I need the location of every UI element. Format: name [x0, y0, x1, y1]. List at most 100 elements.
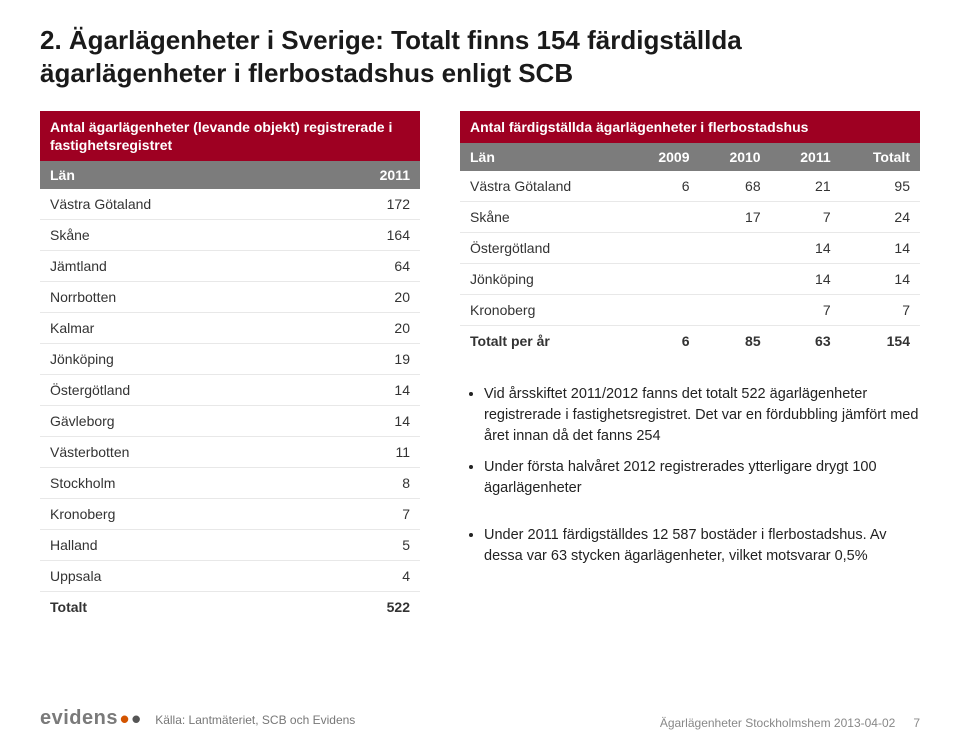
left-column: Antal ägarlägenheter (levande objekt) re…: [40, 111, 420, 622]
table-row: Kronoberg7: [40, 499, 420, 530]
cell-value: [628, 295, 699, 326]
bullets-group-1: Vid årsskiftet 2011/2012 fanns det total…: [460, 384, 920, 499]
logo-text: evidens: [40, 707, 118, 730]
cell-label: Uppsala: [40, 561, 308, 592]
cell-value: 5: [308, 530, 420, 561]
right-th-2: 2010: [700, 143, 771, 171]
cell-value: 14: [841, 264, 920, 295]
cell-value: 6: [628, 326, 699, 357]
table-row: Jämtland64: [40, 251, 420, 282]
left-table-caption: Antal ägarlägenheter (levande objekt) re…: [40, 111, 420, 161]
cell-value: 21: [771, 171, 841, 202]
cell-label: Östergötland: [460, 233, 628, 264]
content-columns: Antal ägarlägenheter (levande objekt) re…: [40, 111, 920, 622]
cell-value: 95: [841, 171, 920, 202]
cell-value: [628, 233, 699, 264]
bullet-item: Under 2011 färdigställdes 12 587 bostäde…: [484, 525, 920, 567]
table-row: Jönköping19: [40, 344, 420, 375]
cell-value: [700, 295, 771, 326]
cell-value: 11: [308, 437, 420, 468]
bullet-item: Under första halvåret 2012 registrerades…: [484, 457, 920, 499]
cell-label: Skåne: [460, 202, 628, 233]
left-table: Län 2011 Västra Götaland172Skåne164Jämtl…: [40, 161, 420, 622]
cell-label: Kalmar: [40, 313, 308, 344]
cell-value: 154: [841, 326, 920, 357]
right-th-4: Totalt: [841, 143, 920, 171]
cell-label: Skåne: [40, 220, 308, 251]
table-row: Västra Götaland6682195: [460, 171, 920, 202]
cell-label: Totalt per år: [460, 326, 628, 357]
cell-value: 14: [771, 233, 841, 264]
cell-value: 63: [771, 326, 841, 357]
table-row: Norrbotten20: [40, 282, 420, 313]
cell-label: Stockholm: [40, 468, 308, 499]
table-row: Västerbotten11: [40, 437, 420, 468]
right-column: Antal färdigställda ägarlägenheter i fle…: [460, 111, 920, 622]
cell-label: Västra Götaland: [40, 189, 308, 220]
page-number: 7: [913, 716, 920, 730]
cell-value: 7: [771, 202, 841, 233]
cell-value: 8: [308, 468, 420, 499]
cell-value: 6: [628, 171, 699, 202]
cell-label: Gävleborg: [40, 406, 308, 437]
logo: evidens • •: [40, 707, 141, 730]
table-total-row: Totalt per år68563154: [460, 326, 920, 357]
cell-value: [700, 264, 771, 295]
cell-value: 20: [308, 282, 420, 313]
right-table-header-row: Län 2009 2010 2011 Totalt: [460, 143, 920, 171]
cell-label: Västra Götaland: [460, 171, 628, 202]
cell-label: Totalt: [40, 592, 308, 623]
source-text: Källa: Lantmäteriet, SCB och Evidens: [155, 713, 355, 727]
cell-value: 172: [308, 189, 420, 220]
right-th-3: 2011: [771, 143, 841, 171]
cell-value: 68: [700, 171, 771, 202]
table-row: Skåne 17724: [460, 202, 920, 233]
right-th-1: 2009: [628, 143, 699, 171]
cell-value: 7: [841, 295, 920, 326]
cell-value: 7: [308, 499, 420, 530]
table-row: Stockholm8: [40, 468, 420, 499]
table-row: Skåne164: [40, 220, 420, 251]
bullets-group-2: Under 2011 färdigställdes 12 587 bostäde…: [460, 525, 920, 567]
bullet-item: Vid årsskiftet 2011/2012 fanns det total…: [484, 384, 920, 447]
table-row: Uppsala4: [40, 561, 420, 592]
left-table-header-row: Län 2011: [40, 161, 420, 189]
cell-value: 19: [308, 344, 420, 375]
cell-value: 20: [308, 313, 420, 344]
right-th-0: Län: [460, 143, 628, 171]
cell-value: [628, 264, 699, 295]
cell-label: Jönköping: [40, 344, 308, 375]
page-footer: evidens • • Källa: Lantmäteriet, SCB och…: [40, 707, 920, 730]
table-row: Kalmar20: [40, 313, 420, 344]
footer-context: Ägarlägenheter Stockholmshem 2013-04-02: [660, 716, 895, 730]
bullet-section: Vid årsskiftet 2011/2012 fanns det total…: [460, 384, 920, 567]
cell-value: 24: [841, 202, 920, 233]
cell-value: [700, 233, 771, 264]
cell-value: 14: [308, 375, 420, 406]
cell-label: Västerbotten: [40, 437, 308, 468]
cell-value: 85: [700, 326, 771, 357]
right-table-caption: Antal färdigställda ägarlägenheter i fle…: [460, 111, 920, 143]
cell-label: Jönköping: [460, 264, 628, 295]
cell-value: 64: [308, 251, 420, 282]
cell-value: 4: [308, 561, 420, 592]
cell-value: 164: [308, 220, 420, 251]
cell-value: 14: [841, 233, 920, 264]
cell-label: Östergötland: [40, 375, 308, 406]
cell-label: Halland: [40, 530, 308, 561]
table-row: Östergötland 1414: [460, 233, 920, 264]
cell-value: 522: [308, 592, 420, 623]
left-th-1: 2011: [308, 161, 420, 189]
cell-value: 17: [700, 202, 771, 233]
table-total-row: Totalt522: [40, 592, 420, 623]
cell-value: 14: [308, 406, 420, 437]
table-row: Jönköping 1414: [460, 264, 920, 295]
table-row: Halland5: [40, 530, 420, 561]
table-row: Västra Götaland172: [40, 189, 420, 220]
cell-value: 7: [771, 295, 841, 326]
left-th-0: Län: [40, 161, 308, 189]
cell-label: Kronoberg: [460, 295, 628, 326]
cell-value: 14: [771, 264, 841, 295]
table-row: Kronoberg 77: [460, 295, 920, 326]
cell-value: [628, 202, 699, 233]
